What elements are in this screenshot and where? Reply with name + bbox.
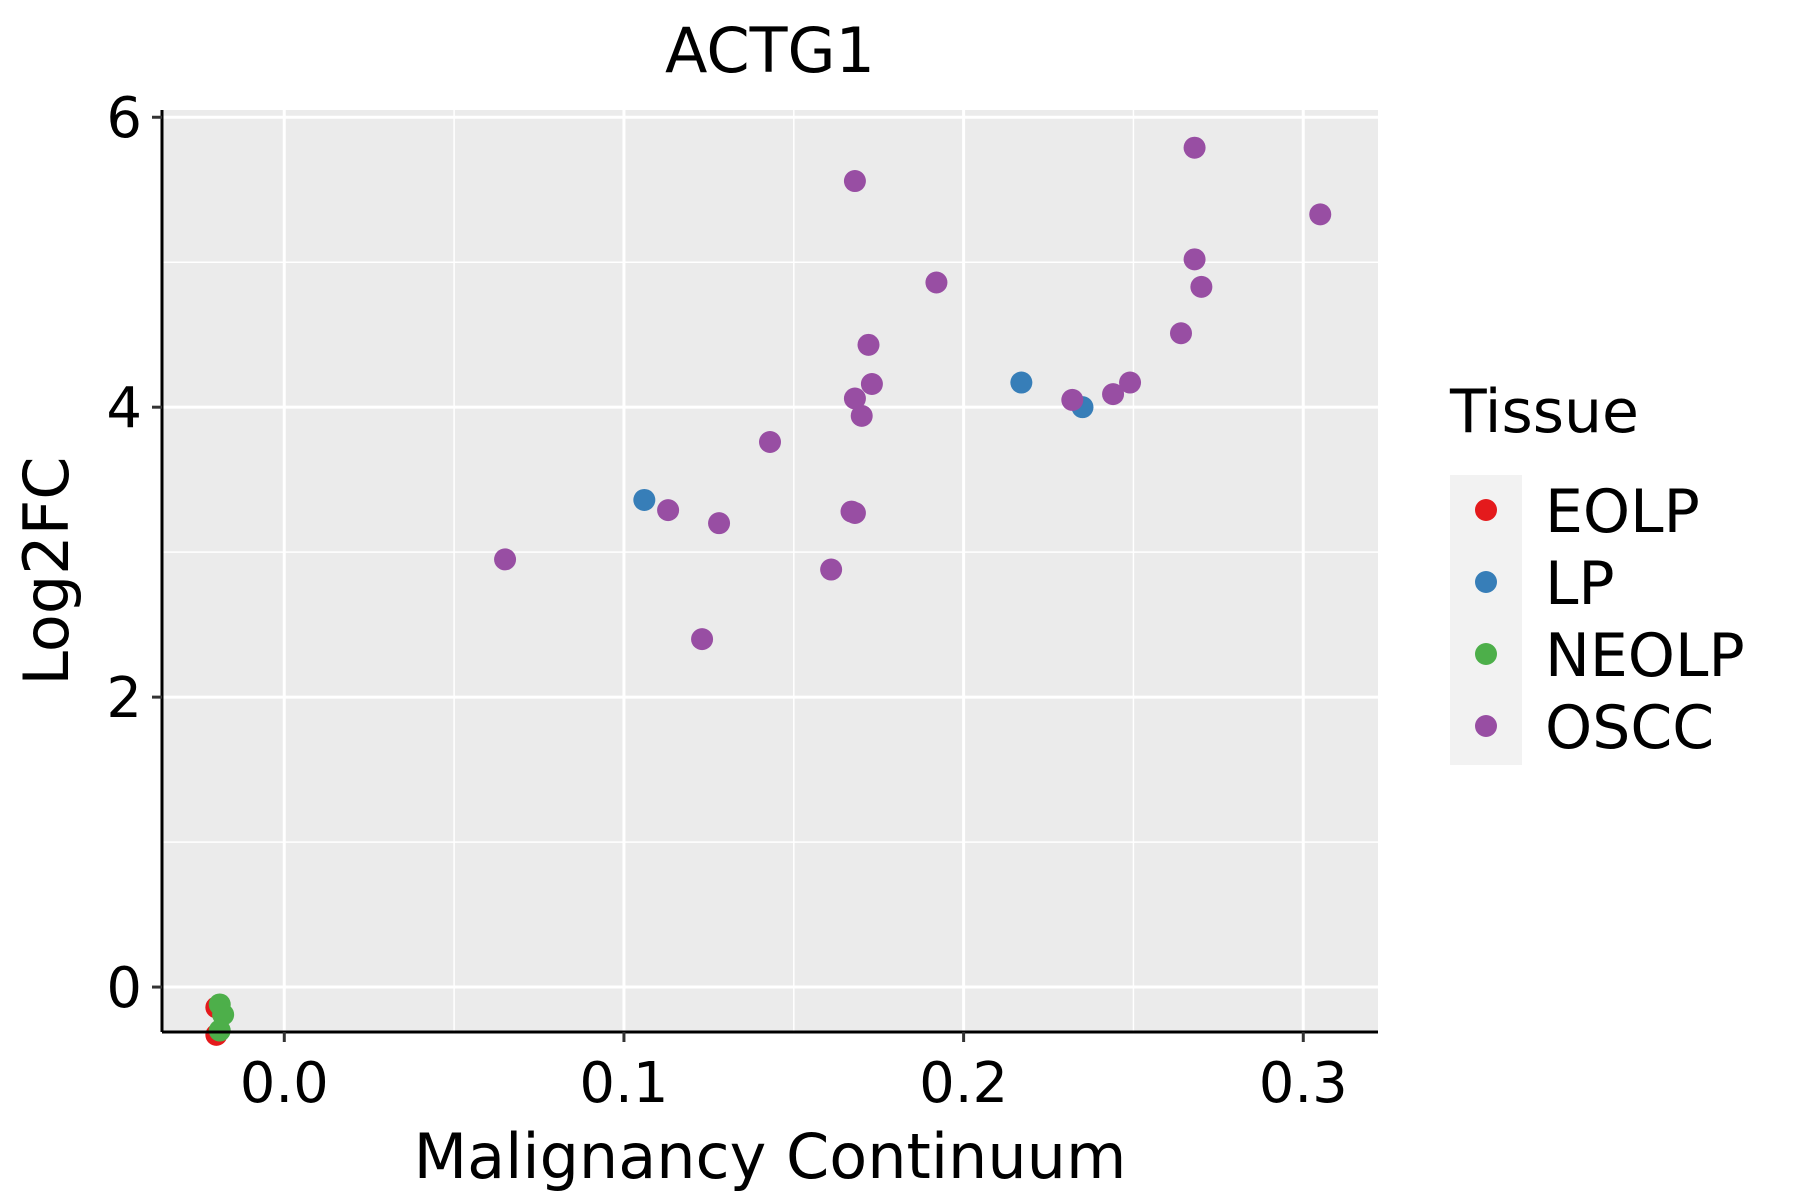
data-point-oscc — [820, 558, 843, 581]
data-point-oscc — [759, 430, 781, 453]
data-point-oscc — [708, 512, 731, 535]
y-tick-label: 6 — [106, 86, 142, 151]
chart-title: ACTG1 — [665, 14, 875, 87]
data-point-oscc — [1183, 248, 1206, 271]
legend-key-neolp — [1475, 643, 1497, 665]
y-tick-label: 0 — [106, 956, 142, 1021]
series-neolp — [208, 993, 235, 1042]
data-point-lp — [633, 488, 656, 511]
grid-minor — [162, 110, 1378, 1032]
data-point-oscc — [843, 387, 866, 410]
data-point-oscc — [1061, 388, 1084, 411]
data-point-oscc — [925, 271, 948, 294]
legend-key-eolp — [1475, 499, 1497, 521]
legend-label-oscc: OSCC — [1545, 693, 1714, 763]
x-tick-label: 0.1 — [579, 1051, 668, 1116]
data-point-oscc — [860, 372, 883, 395]
data-point-oscc — [843, 170, 866, 193]
x-tick-label: 0.0 — [240, 1051, 329, 1116]
data-point-oscc — [1169, 322, 1192, 345]
x-tick-label: 0.3 — [1259, 1051, 1348, 1116]
data-point-oscc — [691, 628, 714, 651]
data-point-oscc — [494, 548, 517, 571]
y-axis-title: Log2FC — [10, 456, 83, 685]
data-point-oscc — [1183, 136, 1206, 159]
grid-major — [162, 110, 1378, 1032]
data-point-oscc — [850, 404, 873, 427]
data-point-oscc — [657, 499, 680, 522]
data-point-lp — [1010, 371, 1033, 394]
y-tick-label: 4 — [106, 376, 142, 441]
y-tick-label: 2 — [106, 666, 142, 731]
legend-key-oscc — [1475, 715, 1497, 737]
legend-key-lp — [1475, 571, 1497, 593]
x-axis-title: Malignancy Continuum — [414, 1120, 1127, 1193]
x-axis-ticks: 0.0 0.1 0.2 0.3 — [240, 1032, 1348, 1116]
x-tick-label: 0.2 — [919, 1051, 1008, 1116]
legend-label-eolp: EOLP — [1545, 477, 1700, 547]
series-oscc — [494, 136, 1332, 651]
data-point-oscc — [843, 502, 866, 525]
panel-background — [162, 110, 1378, 1032]
data-point-oscc — [1190, 275, 1213, 298]
y-axis-ticks: 0 2 4 6 — [106, 86, 162, 1021]
legend-label-neolp: NEOLP — [1545, 621, 1745, 691]
data-point-oscc — [857, 333, 880, 356]
data-point-oscc — [1102, 383, 1125, 406]
data-points — [205, 136, 1332, 1046]
data-point-oscc — [1119, 371, 1142, 394]
legend-title: Tissue — [1449, 377, 1639, 447]
legend-label-lp: LP — [1545, 549, 1615, 619]
data-point-oscc — [1309, 203, 1332, 226]
